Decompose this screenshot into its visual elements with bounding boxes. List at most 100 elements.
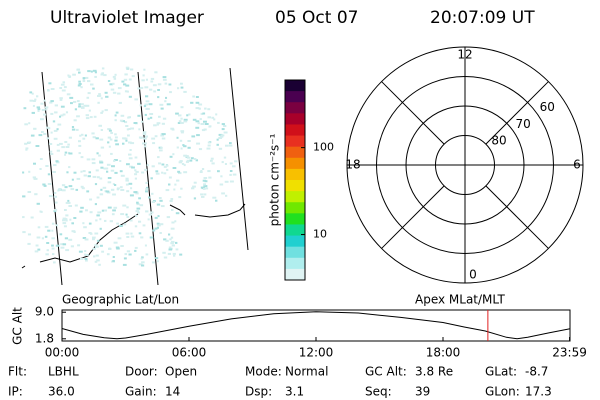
speckle — [119, 119, 124, 122]
speckle — [127, 116, 130, 119]
speckle — [79, 210, 83, 213]
speckle — [180, 187, 183, 190]
speckle — [229, 170, 233, 172]
speckle — [78, 250, 83, 253]
speckle — [114, 133, 117, 136]
speckle — [175, 241, 178, 244]
time: 20:07:09 UT — [430, 8, 535, 28]
speckle — [216, 143, 219, 146]
speckle — [142, 133, 147, 135]
y-tick-label: 1.8 — [35, 331, 54, 345]
speckle — [54, 201, 58, 204]
speckle — [135, 192, 139, 195]
speckle — [128, 253, 132, 256]
field-label: GLat: — [485, 365, 517, 379]
speckle — [172, 153, 175, 156]
speckle — [59, 87, 63, 89]
speckle — [157, 215, 160, 218]
speckle — [207, 108, 211, 111]
speckle — [145, 107, 149, 110]
speckle — [87, 70, 91, 73]
speckle — [171, 221, 175, 224]
speckle — [107, 128, 111, 131]
speckle — [156, 222, 160, 225]
speckle — [108, 129, 112, 132]
mlt-label: 18 — [345, 158, 360, 172]
speckle — [119, 225, 123, 227]
speckle — [101, 110, 104, 113]
speckle — [125, 125, 129, 127]
speckle — [40, 210, 43, 213]
lon-line — [41, 71, 63, 286]
speckle — [103, 167, 107, 170]
speckle — [133, 122, 138, 124]
speckle — [22, 171, 25, 174]
speckle — [86, 96, 90, 99]
speckle — [201, 129, 206, 132]
colorbar-tick-label: 100 — [313, 141, 334, 154]
speckle — [180, 130, 185, 133]
speckle — [113, 159, 116, 162]
speckle — [193, 158, 197, 160]
speckle — [232, 173, 237, 176]
speckle — [234, 160, 238, 163]
speckle — [197, 122, 200, 125]
speckle — [24, 123, 28, 126]
speckle — [70, 102, 73, 105]
speckle — [88, 222, 92, 225]
speckle — [186, 114, 189, 117]
speckle — [130, 68, 134, 71]
colorbar-cell — [285, 180, 305, 192]
speckle — [164, 82, 168, 85]
speckle — [64, 237, 69, 240]
speckle — [172, 252, 176, 255]
right-label: Apex MLat/MLT — [415, 293, 505, 307]
speckle — [182, 144, 185, 147]
alt-line — [61, 311, 571, 340]
speckle — [136, 207, 141, 210]
speckle — [168, 176, 172, 179]
speckle — [121, 80, 125, 83]
speckle — [98, 124, 103, 127]
speckle — [65, 219, 68, 222]
speckle — [50, 112, 54, 115]
speckle — [130, 127, 135, 130]
field-label: Gain: — [125, 385, 157, 399]
speckle — [116, 222, 119, 225]
speckle — [125, 179, 129, 182]
speckle — [223, 125, 227, 127]
speckle — [98, 93, 101, 96]
speckle — [130, 187, 133, 190]
speckle — [114, 119, 117, 122]
speckle — [183, 118, 188, 121]
speckle — [170, 198, 174, 200]
colorbar-cell — [285, 246, 305, 259]
speckle — [125, 66, 130, 69]
speckle — [29, 99, 34, 102]
speckle — [36, 95, 39, 98]
instrument: Ultraviolet Imager — [50, 8, 204, 28]
speckle — [92, 236, 96, 239]
speckle — [125, 139, 128, 142]
speckle — [106, 170, 109, 173]
speckle — [175, 248, 179, 251]
speckle — [34, 193, 38, 196]
speckle — [47, 127, 51, 130]
speckle — [104, 91, 108, 94]
speckle — [213, 118, 216, 121]
speckle — [95, 254, 99, 257]
speckle — [157, 96, 160, 99]
speckle — [50, 88, 55, 90]
speckle — [68, 205, 72, 207]
speckle — [78, 103, 81, 106]
speckle — [168, 248, 173, 251]
speckle — [191, 187, 195, 190]
speckle — [152, 84, 157, 87]
speckle — [186, 156, 191, 159]
image-panel — [21, 66, 249, 286]
speckle — [198, 103, 203, 106]
speckle — [97, 101, 100, 104]
speckle — [31, 92, 34, 95]
speckle — [80, 103, 84, 106]
speckle — [39, 158, 43, 160]
